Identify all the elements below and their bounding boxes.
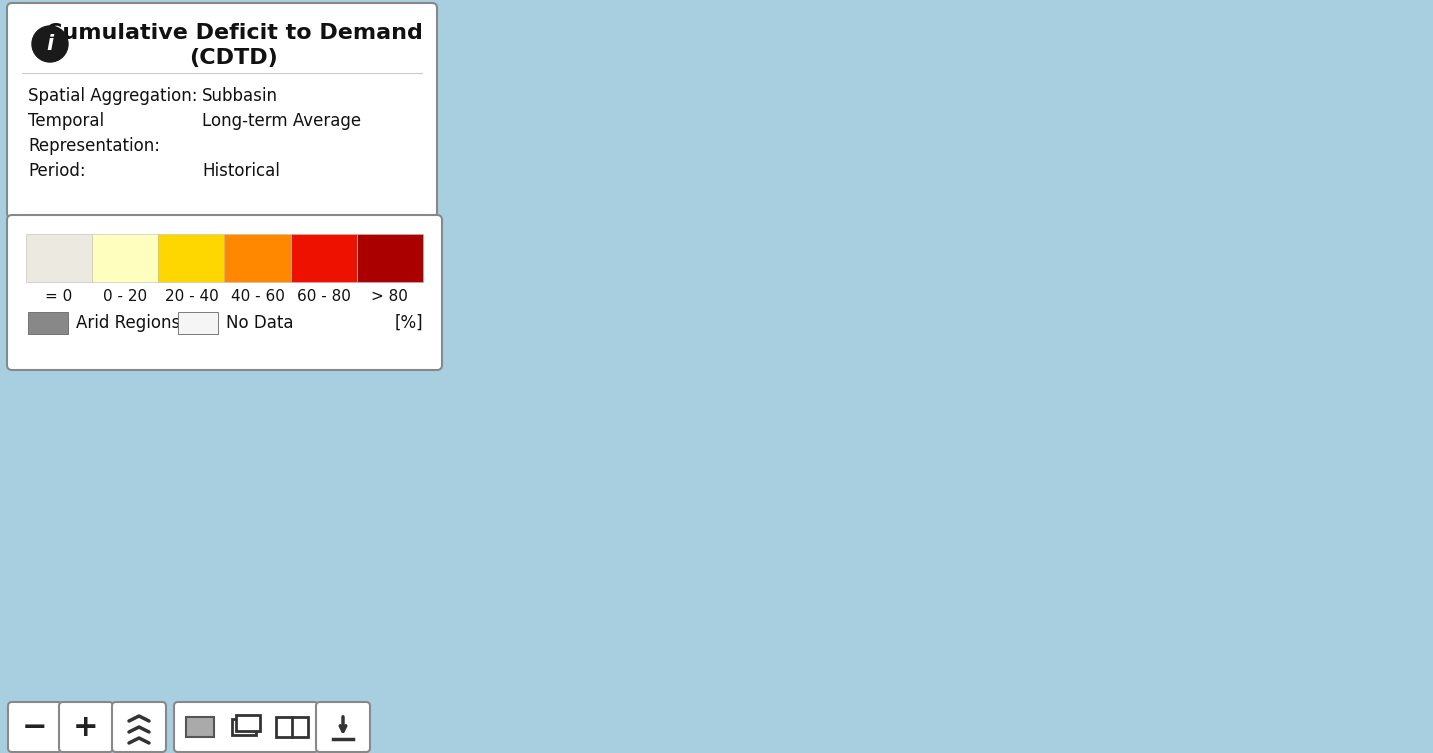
Text: Subbasin: Subbasin — [202, 87, 278, 105]
Text: = 0: = 0 — [46, 288, 73, 303]
Text: Spatial Aggregation:: Spatial Aggregation: — [29, 87, 198, 105]
Text: Historical: Historical — [202, 162, 279, 180]
Text: 0 - 20: 0 - 20 — [103, 288, 148, 303]
Text: > 80: > 80 — [371, 288, 408, 303]
Text: 60 - 80: 60 - 80 — [297, 288, 351, 303]
FancyBboxPatch shape — [9, 702, 62, 752]
Bar — [225, 234, 291, 282]
Bar — [236, 715, 259, 731]
Text: Arid Regions: Arid Regions — [76, 314, 181, 332]
FancyBboxPatch shape — [317, 702, 370, 752]
Text: 40 - 60: 40 - 60 — [231, 288, 285, 303]
Bar — [158, 234, 225, 282]
Bar — [357, 234, 423, 282]
Text: (CDTD): (CDTD) — [189, 48, 278, 68]
Text: −: − — [23, 712, 47, 742]
Text: 20 - 40: 20 - 40 — [165, 288, 218, 303]
Text: Long-term Average: Long-term Average — [202, 112, 361, 130]
FancyBboxPatch shape — [112, 702, 166, 752]
FancyBboxPatch shape — [173, 702, 318, 752]
Bar — [291, 234, 357, 282]
Bar — [92, 234, 158, 282]
Circle shape — [32, 26, 67, 62]
Text: Temporal: Temporal — [29, 112, 105, 130]
Bar — [186, 717, 214, 737]
FancyBboxPatch shape — [7, 215, 441, 370]
Text: i: i — [46, 34, 53, 54]
Text: [%]: [%] — [394, 314, 423, 332]
Bar — [29, 312, 67, 334]
Bar — [26, 234, 92, 282]
Bar — [277, 717, 308, 737]
Text: Period:: Period: — [29, 162, 86, 180]
FancyBboxPatch shape — [59, 702, 113, 752]
Text: +: + — [73, 712, 99, 742]
Text: Representation:: Representation: — [29, 137, 160, 155]
Bar — [232, 719, 257, 735]
Bar — [178, 312, 218, 334]
Text: Cumulative Deficit to Demand: Cumulative Deficit to Demand — [46, 23, 423, 43]
Text: No Data: No Data — [226, 314, 294, 332]
FancyBboxPatch shape — [7, 3, 437, 218]
